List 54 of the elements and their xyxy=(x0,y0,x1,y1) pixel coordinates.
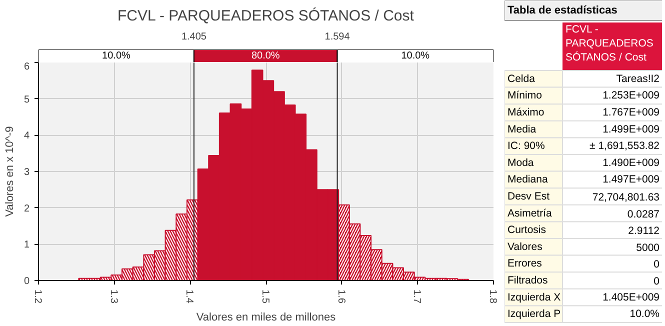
x-tick-label: 1.5 xyxy=(260,290,270,304)
y-tick-label: 3 xyxy=(24,167,30,178)
x-tick-label: 1.2 xyxy=(32,290,43,304)
x-tick-label: 1.8 xyxy=(487,290,498,304)
chart-title: FCVL - PARQUEADEROS SÓTANOS / Cost xyxy=(118,6,415,24)
text: 1.253E+009 xyxy=(602,90,660,102)
ref-line-label: 1.405 xyxy=(181,32,207,42)
category-label: Desv Est xyxy=(508,190,550,202)
text: 0 xyxy=(654,276,660,288)
text: 0 xyxy=(654,258,660,271)
category-label: Media xyxy=(508,123,536,136)
text: 10.0% xyxy=(401,50,430,62)
category-label: Máximo xyxy=(508,106,544,118)
category-label: Asimetría xyxy=(508,207,552,220)
text: 10.0% xyxy=(630,308,660,320)
text: 0.0287 xyxy=(627,208,660,220)
text: 1.767E+009 xyxy=(602,106,660,118)
text: 1.499E+009 xyxy=(602,123,660,136)
category-label: Curtosis xyxy=(508,224,546,236)
y-axis-title: Valores en x 10^-9 xyxy=(4,126,16,217)
x-tick-label: 1.4 xyxy=(184,290,195,304)
ref-line-label: 1.594 xyxy=(324,32,350,42)
category-label: IC: 90% xyxy=(508,140,545,152)
text: 1.405E+009 xyxy=(602,291,660,304)
y-tick-label: 1 xyxy=(24,240,30,251)
category-label: Filtrados xyxy=(508,274,548,286)
x-tick-label: 1.7 xyxy=(411,290,422,304)
y-tick-label: 4 xyxy=(24,130,30,142)
text: 10.0% xyxy=(102,50,131,62)
text: ± 1,691,553.82 xyxy=(590,140,660,152)
text: 72,704,801.63 xyxy=(592,192,660,204)
category-label: Valores xyxy=(508,240,542,253)
y-tick-label: 0 xyxy=(24,276,30,287)
text: 80.0% xyxy=(251,50,280,62)
text: 1.490E+009 xyxy=(602,156,660,169)
x-tick-label: 1.3 xyxy=(108,290,119,304)
category-label: Izquierda X xyxy=(508,291,561,304)
category-label: Celda xyxy=(508,72,536,85)
text: 2.9112 xyxy=(628,225,660,238)
text: Tareas!I2 xyxy=(616,72,660,85)
x-axis-title: Valores en miles de millones xyxy=(196,311,336,324)
category-label: Mínimo xyxy=(508,90,542,102)
category-label: Mediana xyxy=(508,174,548,186)
text: FCVL - PARQUEADEROS SÓTANOS / Cost xyxy=(566,24,654,64)
category-label: Moda xyxy=(508,156,534,169)
category-label: Errores xyxy=(508,258,542,270)
text: Tabla de estadísticas xyxy=(508,4,618,16)
y-tick-label: 2 xyxy=(24,203,30,214)
y-tick-label: 6 xyxy=(24,62,30,72)
text: 1.497E+009 xyxy=(602,174,660,186)
category-label: Izquierda P xyxy=(508,308,561,320)
x-tick-label: 1.6 xyxy=(335,290,346,304)
y-tick-label: 5 xyxy=(24,94,30,106)
text: 5000 xyxy=(636,242,660,254)
